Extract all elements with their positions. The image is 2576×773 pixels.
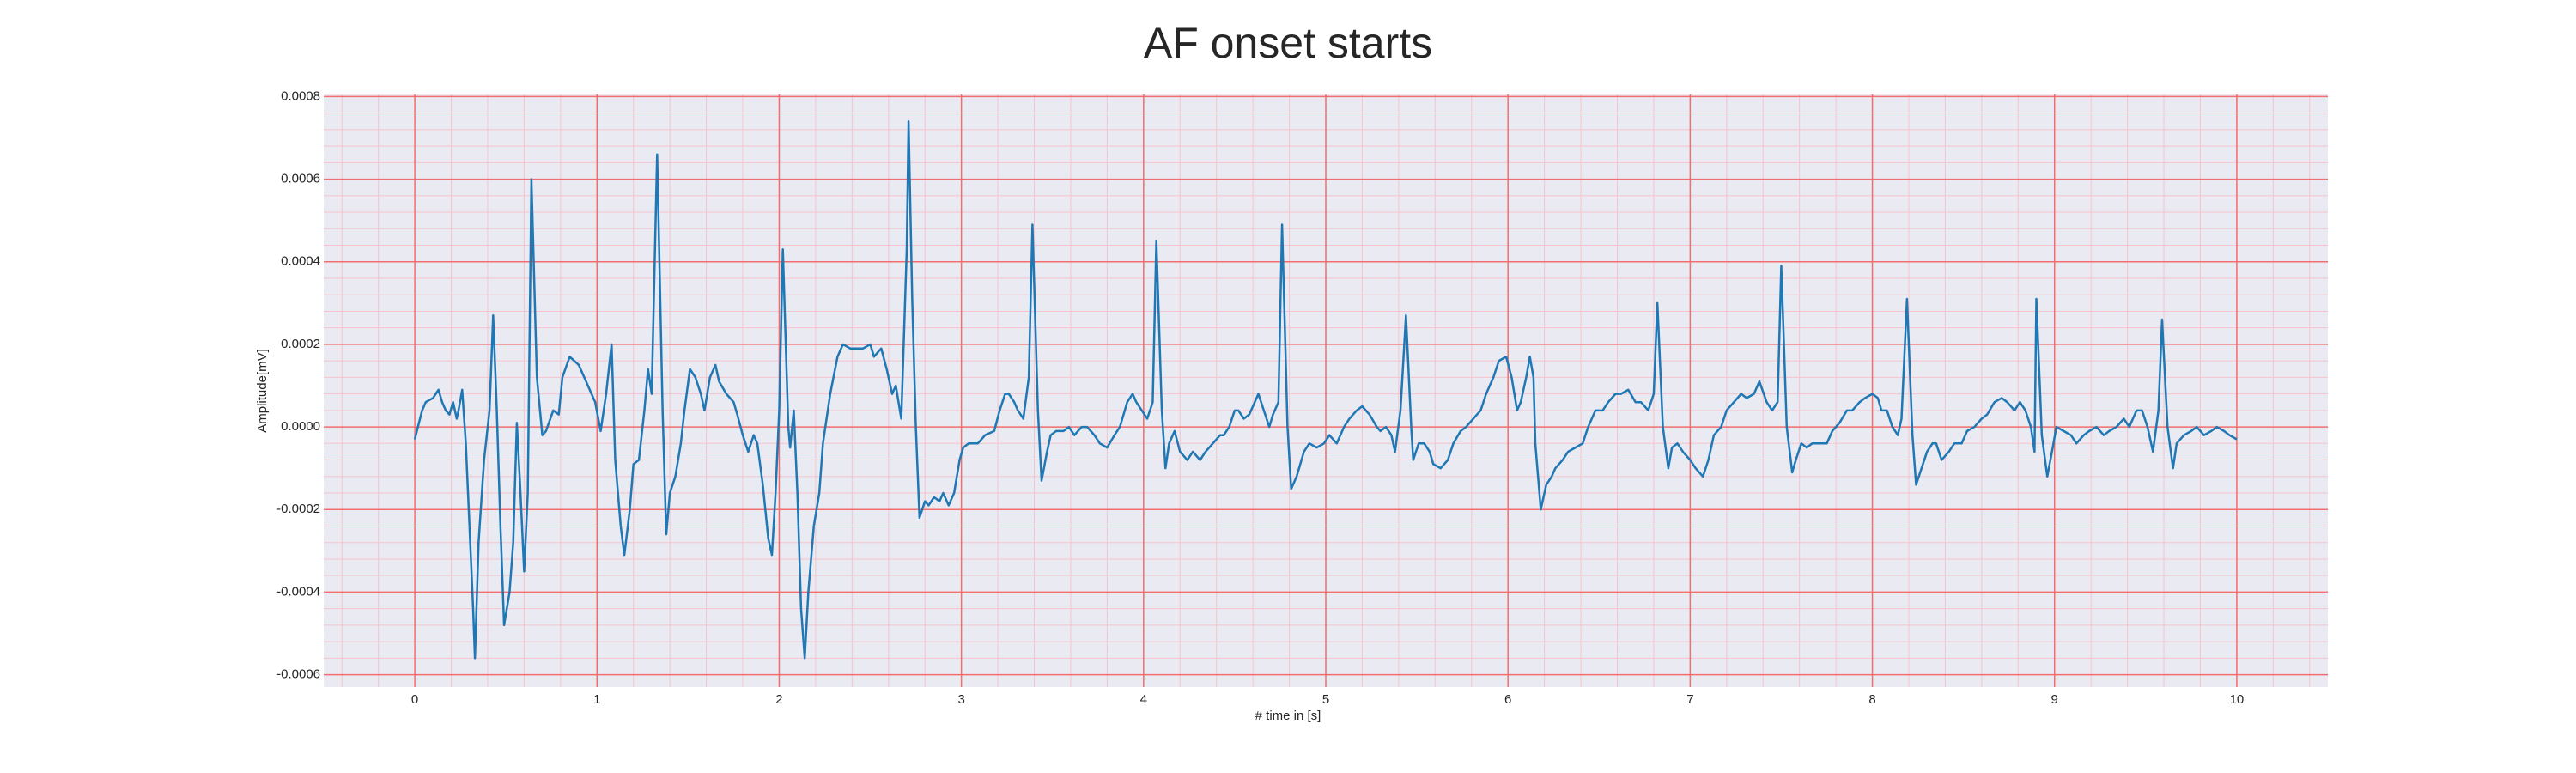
y-tick-label: 0.0002 (281, 337, 320, 351)
x-tick-label: 0 (411, 692, 418, 707)
y-tick-label: 0.0008 (281, 88, 320, 103)
x-tick-label: 9 (2051, 692, 2058, 707)
y-tick-label: -0.0002 (276, 502, 320, 516)
chart-title: AF onset starts (1144, 19, 1432, 67)
labels: 0 1 2 3 4 5 6 7 8 9 10 -0.0006 -0.0004 -0.0002 0.0000 0… (276, 88, 2244, 707)
x-tick-label: 5 (1322, 692, 1329, 707)
x-tick-label: 10 (2230, 692, 2245, 707)
x-tick-label: 7 (1686, 692, 1693, 707)
x-tick-label: 2 (775, 692, 782, 707)
x-tick-label: 8 (1868, 692, 1875, 707)
x-tick-label: 3 (957, 692, 964, 707)
y-tick-label: 0.0006 (281, 172, 320, 186)
y-tick-label: 0.0004 (281, 254, 320, 269)
signal-line (413, 120, 2238, 660)
y-tick-label: -0.0004 (276, 584, 320, 599)
marks (413, 120, 2238, 660)
x-tick-label: 1 (593, 692, 600, 707)
y-axis-label: Amplitude[mV] (255, 349, 270, 433)
x-axis-label: # time in [s] (1255, 709, 1321, 723)
y-tick-label: 0.0000 (281, 419, 320, 434)
y-tick-label: -0.0006 (276, 667, 320, 682)
x-tick-label: 4 (1140, 692, 1147, 707)
x-tick-label: 6 (1504, 692, 1511, 707)
